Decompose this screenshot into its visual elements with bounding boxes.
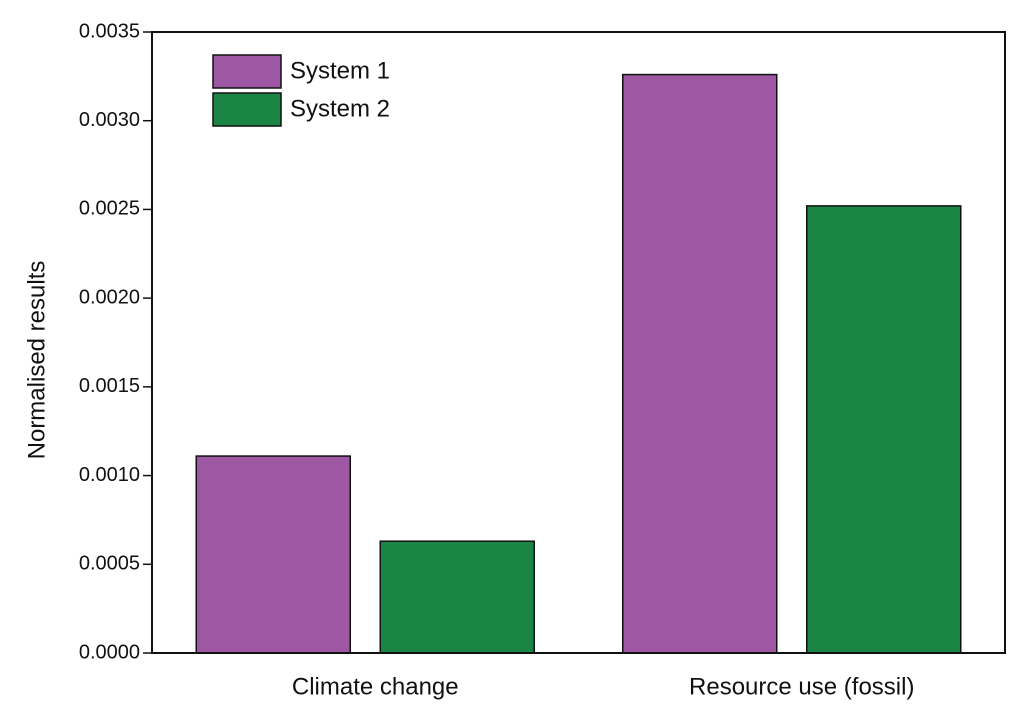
bar bbox=[195, 455, 351, 654]
legend-label: System 2 bbox=[290, 95, 390, 122]
y-tick-label: 0.0020 bbox=[79, 286, 140, 308]
bar bbox=[379, 540, 535, 654]
y-axis-label: Normalised results bbox=[23, 261, 50, 460]
y-tick-label: 0.0010 bbox=[79, 464, 140, 486]
bar bbox=[622, 73, 778, 654]
y-tick-label: 0.0015 bbox=[79, 375, 140, 397]
y-tick-label: 0.0035 bbox=[79, 20, 140, 42]
bar bbox=[806, 205, 962, 654]
plot-frame bbox=[151, 31, 1006, 654]
y-tick-label: 0.0000 bbox=[79, 641, 140, 663]
legend-label: System 1 bbox=[290, 57, 390, 84]
x-tick-label: Climate change bbox=[292, 673, 459, 700]
x-tick-label: Resource use (fossil) bbox=[689, 673, 914, 700]
y-tick-label: 0.0025 bbox=[79, 198, 140, 220]
y-tick-label: 0.0030 bbox=[79, 109, 140, 131]
legend-swatch bbox=[212, 92, 282, 127]
legend-swatch bbox=[212, 54, 282, 89]
y-tick-label: 0.0005 bbox=[79, 553, 140, 575]
